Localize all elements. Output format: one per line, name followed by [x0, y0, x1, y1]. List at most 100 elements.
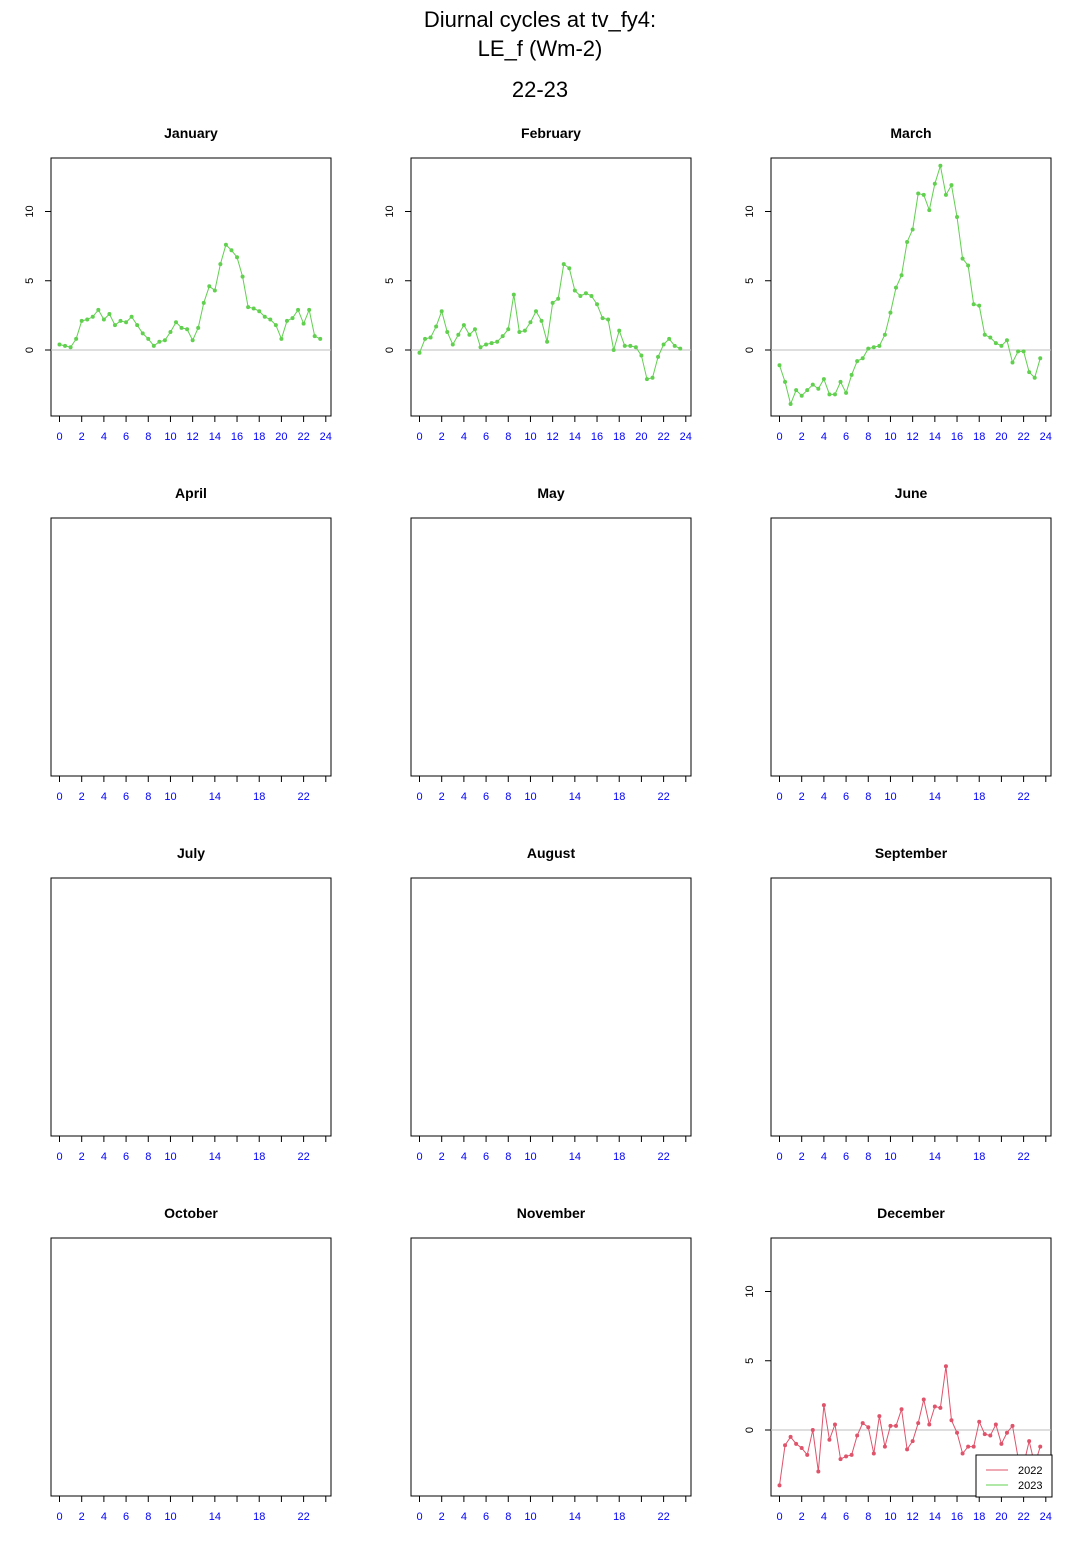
data-point-2023 [572, 288, 577, 293]
x-tick-label: 6 [123, 1151, 129, 1163]
data-point-2022 [838, 1457, 843, 1462]
data-point-2022 [866, 1425, 871, 1430]
data-point-2022 [927, 1422, 932, 1427]
data-point-2023 [511, 292, 516, 297]
data-point-2023 [633, 345, 638, 350]
x-tick-label: 24 [680, 431, 692, 443]
x-tick-label: 8 [505, 1511, 511, 1523]
x-tick-label: 4 [821, 1151, 827, 1163]
x-tick-label: 18 [253, 431, 265, 443]
data-point-2023 [938, 163, 943, 168]
panel-july: July 0 2 4 6 8 10 14 18 22 [50, 845, 332, 1163]
data-point-2022 [921, 1397, 926, 1402]
panel-october: October 0 2 4 6 8 10 14 18 22 [50, 1205, 332, 1523]
panel-title-august: August [527, 845, 576, 861]
y-tick-label: 0 [384, 347, 396, 353]
x-tick-label: 14 [929, 1511, 941, 1523]
data-point-2023 [279, 336, 284, 341]
data-point-2023 [539, 318, 544, 323]
data-point-2022 [910, 1439, 915, 1444]
data-point-2023 [871, 345, 876, 350]
x-tick-label: 22 [297, 1511, 309, 1523]
data-point-2023 [312, 334, 317, 339]
data-point-2023 [218, 262, 223, 267]
x-tick-label: 4 [461, 1151, 467, 1163]
data-point-2023 [916, 191, 921, 196]
data-point-2023 [971, 302, 976, 307]
data-point-2023 [423, 336, 428, 341]
data-point-2023 [262, 314, 267, 319]
data-point-2023 [788, 402, 793, 407]
x-tick-label: 22 [297, 1151, 309, 1163]
data-point-2023 [246, 305, 251, 310]
x-tick-label: 8 [505, 1151, 511, 1163]
panel-title-april: April [175, 485, 207, 501]
x-tick-label: 24 [1040, 1511, 1052, 1523]
data-point-2023 [827, 392, 832, 397]
panel-august: August 0 2 4 6 8 10 14 18 22 [410, 845, 692, 1163]
data-point-2023 [545, 339, 550, 344]
data-point-2023 [450, 342, 455, 347]
data-point-2023 [318, 336, 323, 341]
x-tick-label: 18 [613, 431, 625, 443]
data-point-2022 [816, 1469, 821, 1474]
data-point-2023 [296, 307, 301, 312]
x-tick-label: 20 [995, 1511, 1007, 1523]
data-point-2023 [1021, 349, 1026, 354]
figure-title-line1: Diurnal cycles at tv_fy4: [424, 7, 656, 32]
data-point-2022 [882, 1444, 887, 1449]
data-point-2022 [1027, 1439, 1032, 1444]
x-tick-label: 0 [416, 1151, 422, 1163]
data-point-2023 [628, 343, 633, 348]
data-point-2023 [461, 323, 466, 328]
x-tick-label: 0 [56, 791, 62, 803]
data-point-2023 [1032, 375, 1037, 380]
data-point-2022 [955, 1430, 960, 1435]
data-point-2023 [678, 346, 683, 351]
data-point-2023 [484, 342, 489, 347]
data-point-2023 [578, 293, 583, 298]
y-tick-label: 5 [744, 1358, 756, 1364]
x-tick-label: 2 [799, 431, 805, 443]
x-tick-label: 20 [275, 431, 287, 443]
data-point-2023 [977, 303, 982, 308]
data-point-2022 [794, 1441, 799, 1446]
legend-label-2023: 2023 [1018, 1480, 1042, 1492]
data-point-2023 [174, 320, 179, 325]
x-tick-label: 6 [483, 431, 489, 443]
data-point-2023 [993, 341, 998, 346]
x-tick-label: 8 [505, 791, 511, 803]
x-tick-label: 18 [613, 1511, 625, 1523]
data-point-2022 [871, 1451, 876, 1456]
data-point-2023 [921, 192, 926, 197]
plot-frame-may [410, 517, 692, 777]
y-tick-label: 5 [24, 278, 36, 284]
figure-subtitle: 22-23 [512, 77, 568, 102]
x-tick-label: 8 [865, 1511, 871, 1523]
data-point-2022 [832, 1422, 837, 1427]
x-tick-label: 14 [209, 1151, 221, 1163]
data-point-2023 [146, 336, 151, 341]
x-tick-label: 22 [657, 791, 669, 803]
data-point-2022 [1010, 1423, 1015, 1428]
data-point-2023 [927, 208, 932, 213]
x-tick-label: 2 [799, 1151, 805, 1163]
data-point-2023 [118, 318, 123, 323]
x-tick-label: 8 [865, 431, 871, 443]
data-point-2023 [112, 323, 117, 328]
data-point-2023 [290, 316, 295, 321]
data-point-2023 [478, 345, 483, 350]
x-tick-label: 14 [569, 1511, 581, 1523]
data-point-2023 [860, 356, 865, 361]
series-group-march [777, 163, 1043, 407]
panel-title-july: July [177, 845, 205, 861]
data-point-2022 [821, 1403, 826, 1408]
panel-title-june: June [895, 485, 928, 501]
data-point-2023 [157, 339, 162, 344]
x-tick-label: 4 [461, 431, 467, 443]
x-tick-label: 22 [657, 1151, 669, 1163]
data-point-2023 [240, 274, 245, 279]
x-tick-label: 0 [776, 431, 782, 443]
data-point-2023 [639, 353, 644, 358]
